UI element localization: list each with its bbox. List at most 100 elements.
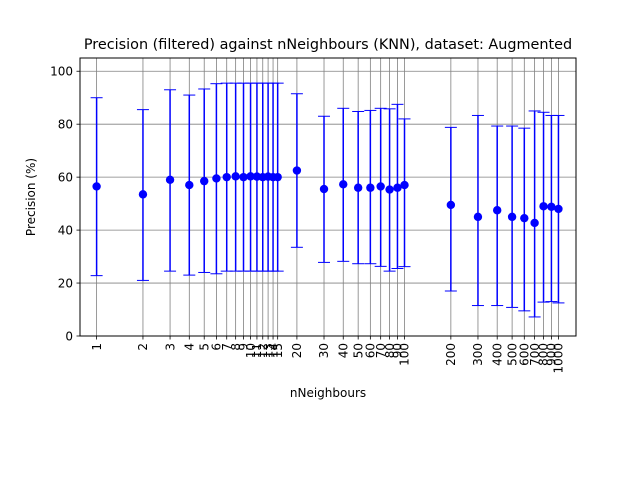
data-point-5 <box>198 88 211 273</box>
data-point-2 <box>136 109 149 281</box>
grid-lines <box>80 58 576 337</box>
y-tick-label: 0 <box>65 329 73 343</box>
x-tick-label: 4 <box>182 343 196 351</box>
data-point-3 <box>164 89 177 272</box>
x-tick-label: 500 <box>505 343 519 366</box>
data-marker <box>212 174 221 183</box>
data-marker <box>393 183 402 192</box>
x-tick-label: 14 <box>266 343 280 358</box>
data-marker <box>319 184 329 194</box>
plot-frame <box>79 57 577 337</box>
data-point-600 <box>518 127 531 312</box>
y-tick-label: 60 <box>58 170 73 184</box>
data-marker <box>353 183 363 192</box>
x-tick-label: 70 <box>374 343 388 358</box>
data-point-800 <box>537 111 550 303</box>
data-marker <box>222 172 231 182</box>
x-tick-label: 12 <box>256 343 270 358</box>
x-tick-label: 200 <box>444 343 458 366</box>
x-tick-label: 900 <box>545 343 559 366</box>
data-marker <box>339 180 348 189</box>
x-tick-label: 9 <box>237 343 251 351</box>
x-tick-label: 80 <box>383 343 397 358</box>
data-marker <box>273 172 282 182</box>
data-marker <box>530 218 539 228</box>
x-tick-label: 7 <box>220 343 234 351</box>
x-tick-label: 60 <box>364 343 378 358</box>
x-tick-label: 10 <box>244 343 258 358</box>
x-tick-label: 400 <box>490 343 504 366</box>
y-axis-label: Precision (%) <box>24 158 38 236</box>
data-points <box>90 82 565 318</box>
data-marker <box>376 182 385 191</box>
data-marker <box>492 206 502 215</box>
x-tick-label: 1000 <box>552 343 566 374</box>
data-point-7 <box>220 82 233 272</box>
x-tick-label: 6 <box>210 343 224 351</box>
x-tick-label: 15 <box>271 343 285 358</box>
data-point-20 <box>290 93 303 248</box>
y-tick-label: 80 <box>58 117 73 131</box>
chart-title: Precision (filtered) against nNeighbours… <box>84 37 572 53</box>
y-axis-ticks: 0 20 40 60 80 100 <box>50 65 80 343</box>
x-tick-label: 8 <box>229 343 243 351</box>
data-marker <box>385 185 394 194</box>
y-tick-label: 40 <box>58 223 73 237</box>
data-marker <box>547 202 556 211</box>
data-point-8 <box>229 82 242 272</box>
data-point-4 <box>183 94 196 276</box>
data-marker <box>165 175 175 184</box>
x-tick-label: 300 <box>471 343 485 366</box>
x-tick-label: 100 <box>398 343 412 366</box>
data-point-300 <box>471 114 484 307</box>
x-tick-label: 20 <box>290 343 304 358</box>
x-tick-label: 40 <box>336 343 350 358</box>
x-tick-label: 800 <box>537 343 551 366</box>
data-marker <box>554 204 563 214</box>
x-tick-label: 30 <box>317 343 331 358</box>
data-marker <box>185 180 194 190</box>
data-marker <box>446 200 456 210</box>
data-point-60 <box>364 109 377 265</box>
x-tick-label: 50 <box>351 343 365 358</box>
x-axis-label: nNeighbours <box>290 386 366 400</box>
data-point-400 <box>491 125 504 307</box>
x-tick-label: 11 <box>250 343 264 358</box>
data-point-90 <box>391 103 404 269</box>
data-marker <box>231 172 240 181</box>
x-tick-label: 600 <box>518 343 532 366</box>
data-point-200 <box>444 126 457 292</box>
x-tick-label: 5 <box>197 343 211 351</box>
data-point-1000 <box>552 114 565 304</box>
data-point-100 <box>398 118 411 268</box>
data-point-70 <box>374 107 387 267</box>
data-point-6 <box>210 83 223 275</box>
x-tick-label: 2 <box>136 343 150 351</box>
data-marker <box>239 172 248 182</box>
data-point-50 <box>352 110 365 265</box>
y-tick-label: 20 <box>58 276 73 290</box>
x-tick-label: 13 <box>261 343 275 358</box>
data-point-30 <box>318 115 331 263</box>
data-marker <box>507 212 517 222</box>
data-point-10 <box>244 82 257 272</box>
data-marker <box>200 176 209 186</box>
data-marker <box>520 213 529 223</box>
data-point-40 <box>337 107 350 262</box>
data-point-700 <box>528 110 541 318</box>
x-tick-label: 90 <box>391 343 405 358</box>
data-point-15 <box>271 82 284 272</box>
data-marker <box>92 182 101 191</box>
y-tick-label: 100 <box>50 65 73 79</box>
data-point-500 <box>506 125 519 308</box>
data-point-80 <box>383 108 396 272</box>
data-marker <box>539 202 548 211</box>
data-marker <box>292 166 302 175</box>
data-marker <box>366 183 375 192</box>
x-tick-label: 1 <box>90 343 104 351</box>
data-marker <box>246 172 255 181</box>
data-marker <box>400 180 409 190</box>
x-tick-label: 700 <box>528 343 542 366</box>
